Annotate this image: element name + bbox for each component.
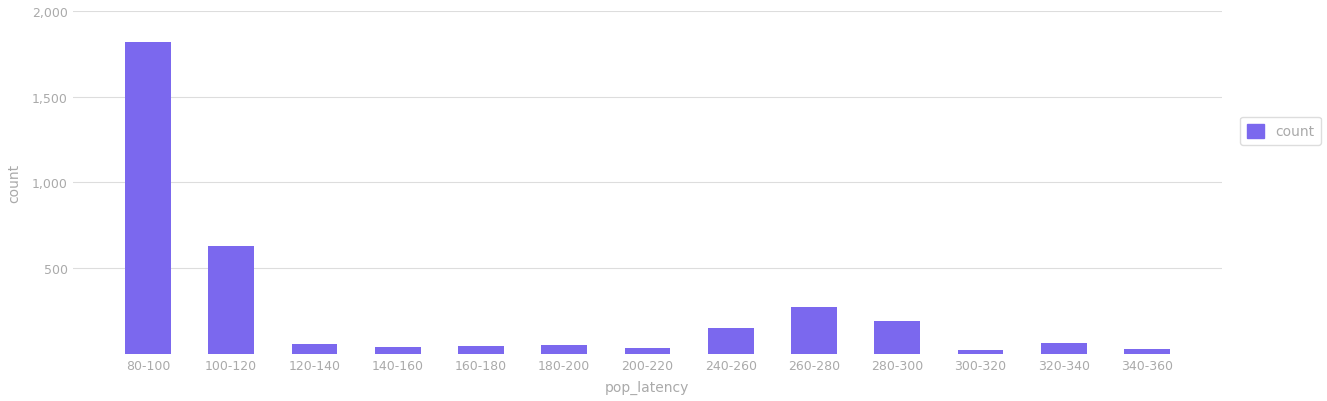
Legend: count: count: [1241, 117, 1322, 146]
Y-axis label: count: count: [7, 163, 21, 203]
Bar: [125, 43, 171, 354]
Bar: [1124, 349, 1170, 354]
Bar: [458, 346, 504, 354]
Bar: [208, 246, 253, 354]
Bar: [541, 345, 587, 354]
Bar: [874, 321, 920, 354]
Bar: [791, 308, 837, 354]
Bar: [374, 347, 421, 354]
X-axis label: pop_latency: pop_latency: [605, 380, 690, 394]
Bar: [958, 350, 1003, 354]
Bar: [707, 328, 754, 354]
Bar: [292, 344, 337, 354]
Bar: [1040, 343, 1087, 354]
Bar: [625, 348, 670, 354]
